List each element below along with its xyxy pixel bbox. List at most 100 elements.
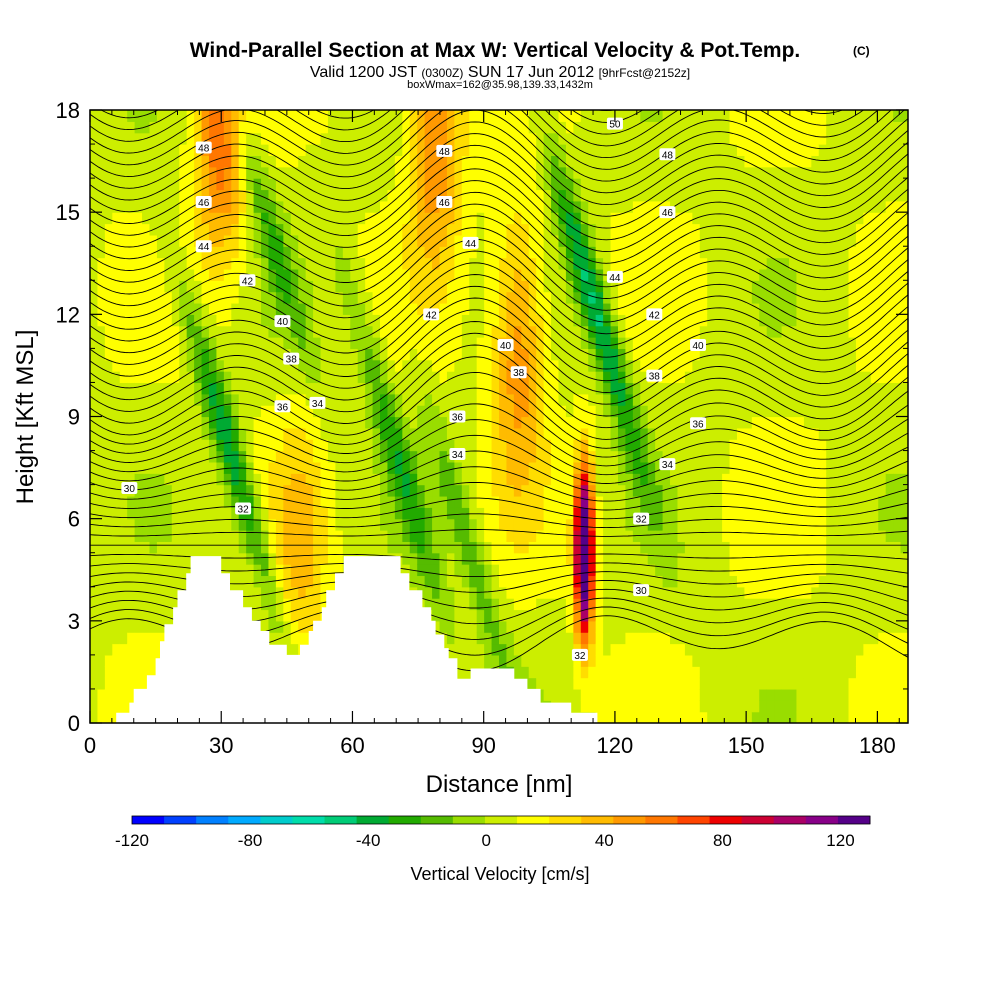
heatmap-cell xyxy=(171,461,180,474)
heatmap-cell xyxy=(580,144,589,157)
heatmap-cell xyxy=(625,518,634,531)
heatmap-cell xyxy=(305,609,314,622)
heatmap-cell xyxy=(722,382,731,395)
heatmap-cell xyxy=(320,484,329,497)
heatmap-cell xyxy=(313,575,322,588)
heatmap-cell xyxy=(461,495,470,508)
heatmap-cell xyxy=(551,314,560,327)
heatmap-cell xyxy=(736,530,745,542)
heatmap-cell xyxy=(424,121,433,134)
heatmap-cell xyxy=(342,200,351,213)
heatmap-cell xyxy=(625,507,634,520)
heatmap-cell xyxy=(253,461,262,474)
subtitle-forecast: [9hrFcst@2152z] xyxy=(599,66,691,80)
heatmap-cell xyxy=(387,166,396,179)
heatmap-cell xyxy=(677,268,686,281)
heatmap-cell xyxy=(275,371,284,384)
heatmap-cell xyxy=(625,166,634,179)
heatmap-cell xyxy=(246,121,255,134)
heatmap-cell xyxy=(476,530,485,542)
heatmap-cell xyxy=(275,337,284,349)
heatmap-cell xyxy=(380,314,389,327)
heatmap-cell xyxy=(565,450,574,463)
heatmap-cell xyxy=(684,337,693,349)
heatmap-cell xyxy=(246,144,255,157)
heatmap-cell xyxy=(744,473,753,486)
heatmap-cell xyxy=(342,155,351,168)
heatmap-cell xyxy=(759,291,768,304)
heatmap-cell xyxy=(208,268,218,281)
heatmap-cell xyxy=(588,382,597,395)
heatmap-cell xyxy=(424,359,433,372)
heatmap-cell xyxy=(327,427,336,440)
heatmap-cell xyxy=(736,461,745,474)
heatmap-cell xyxy=(551,144,560,157)
heatmap-cell xyxy=(216,518,225,531)
heatmap-cell xyxy=(313,495,322,508)
heatmap-cell xyxy=(684,166,693,179)
heatmap-cell xyxy=(565,575,574,588)
heatmap-cell xyxy=(565,291,574,304)
heatmap-cell xyxy=(461,302,470,315)
heatmap-cell xyxy=(499,110,508,122)
heatmap-cell xyxy=(670,530,679,542)
heatmap-cell xyxy=(759,518,768,531)
heatmap-cell xyxy=(766,484,775,497)
heatmap-cell xyxy=(149,155,158,168)
heatmap-cell xyxy=(216,302,225,315)
heatmap-cell xyxy=(335,507,344,520)
heatmap-cell xyxy=(357,450,366,463)
heatmap-cell xyxy=(491,212,500,225)
heatmap-cell xyxy=(499,609,508,622)
heatmap-cell xyxy=(201,155,210,168)
heatmap-cell xyxy=(380,200,389,213)
heatmap-cell xyxy=(365,359,374,372)
heatmap-cell xyxy=(327,518,336,531)
heatmap-cell xyxy=(298,291,307,304)
heatmap-cell xyxy=(134,620,143,633)
heatmap-cell xyxy=(342,132,351,145)
heatmap-cell xyxy=(268,405,277,418)
heatmap-cell xyxy=(439,223,448,236)
heatmap-cell xyxy=(119,620,128,633)
heatmap-cell xyxy=(357,302,366,315)
heatmap-cell xyxy=(528,144,537,157)
heatmap-cell xyxy=(729,586,738,599)
heatmap-cell xyxy=(469,359,478,372)
heatmap-cell xyxy=(261,620,270,633)
heatmap-cell xyxy=(119,155,128,168)
heatmap-cell xyxy=(461,461,470,474)
heatmap-cell xyxy=(603,200,612,213)
heatmap-cell xyxy=(142,405,151,418)
heatmap-cell xyxy=(640,654,649,667)
heatmap-cell xyxy=(647,552,656,565)
heatmap-cell xyxy=(766,212,775,225)
heatmap-cell xyxy=(692,609,701,622)
heatmap-cell xyxy=(156,257,165,270)
heatmap-cell xyxy=(573,439,582,452)
heatmap-cell xyxy=(127,643,136,656)
heatmap-cell xyxy=(692,348,701,361)
heatmap-cell xyxy=(179,393,188,406)
heatmap-cell xyxy=(722,371,731,384)
heatmap-cell xyxy=(454,325,463,338)
heatmap-cell xyxy=(684,507,693,520)
heatmap-cell xyxy=(558,609,567,622)
heatmap-cell xyxy=(164,200,173,213)
heatmap-cell xyxy=(112,257,121,270)
heatmap-cell xyxy=(699,518,708,531)
heatmap-cell xyxy=(714,700,723,713)
heatmap-cell xyxy=(119,700,128,713)
heatmap-cell xyxy=(342,337,351,349)
heatmap-cell xyxy=(573,427,582,440)
heatmap-cell xyxy=(573,302,582,315)
heatmap-cell xyxy=(759,382,768,395)
heatmap-cell xyxy=(298,598,307,611)
heatmap-cell xyxy=(223,484,232,497)
heatmap-cell xyxy=(759,461,768,474)
heatmap-cell xyxy=(655,144,664,157)
heatmap-cell xyxy=(208,234,218,247)
heatmap-cell xyxy=(536,620,545,633)
heatmap-cell xyxy=(409,427,418,440)
heatmap-cell xyxy=(417,439,426,452)
